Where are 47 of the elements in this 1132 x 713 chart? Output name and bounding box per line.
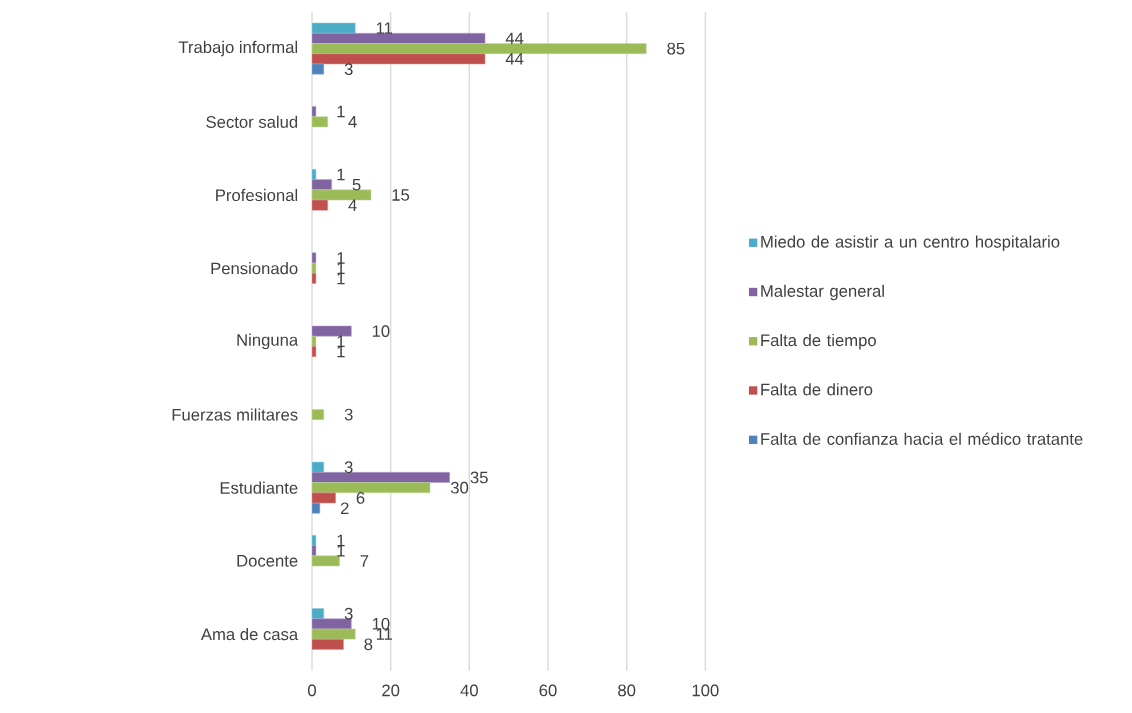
x-tick-label: 60: [539, 684, 557, 697]
y-tick-label: Fuerzas militares: [172, 408, 298, 421]
data-label: 15: [392, 189, 410, 201]
x-tick-label: 100: [692, 684, 719, 697]
data-label: 10: [372, 617, 390, 630]
data-label: 1: [337, 534, 345, 546]
y-tick-label: Pensionado: [211, 261, 298, 275]
data-label: 8: [364, 638, 373, 651]
legend-label: Falta de confianza hacia el médico tratante: [761, 432, 1083, 445]
x-tick-label: 20: [382, 684, 400, 697]
data-label: 85: [667, 42, 685, 55]
data-label: 1: [337, 252, 345, 264]
y-tick-label: Sector salud: [206, 115, 298, 128]
data-label: 1: [337, 105, 345, 118]
data-label: 2: [340, 502, 349, 514]
y-tick-label: Estudiante: [220, 481, 298, 494]
legend-label: Miedo de asistir a un centro hospitalario: [761, 235, 1060, 251]
data-label: 5: [352, 178, 361, 191]
x-tick-label: 0: [308, 684, 316, 697]
data-label: 4: [348, 199, 357, 211]
data-label: 3: [344, 63, 353, 75]
data-label: 1: [337, 168, 345, 181]
legend-label: Falta de dinero: [761, 383, 873, 396]
data-label: 10: [372, 325, 390, 337]
data-label: 7: [360, 555, 369, 567]
y-tick-label: Trabajo informal: [178, 40, 298, 57]
x-tick-label: 80: [618, 684, 636, 697]
legend-label: Falta de tiempo: [761, 333, 876, 350]
data-label: 11: [376, 628, 393, 640]
data-label: 35: [470, 471, 488, 484]
x-tick-label: 40: [460, 684, 478, 697]
data-label: 1: [337, 262, 345, 274]
legend-label: Malestar general: [761, 284, 884, 301]
data-label: 3: [344, 461, 353, 473]
y-tick-label: Profesional: [216, 188, 298, 201]
data-label: 30: [450, 481, 469, 494]
data-label: 3: [344, 408, 353, 421]
y-tick-label: Ninguna: [237, 333, 299, 349]
y-tick-label: Ama de casa: [200, 627, 299, 641]
data-label: 44: [505, 52, 524, 65]
data-label: 6: [356, 491, 365, 504]
data-label: 4: [348, 115, 357, 128]
y-tick-label: Docente: [237, 554, 298, 567]
data-label: 3: [344, 607, 353, 620]
data-label: 11: [376, 22, 393, 34]
data-label: 44: [505, 32, 524, 44]
data-label: 1: [337, 335, 345, 347]
